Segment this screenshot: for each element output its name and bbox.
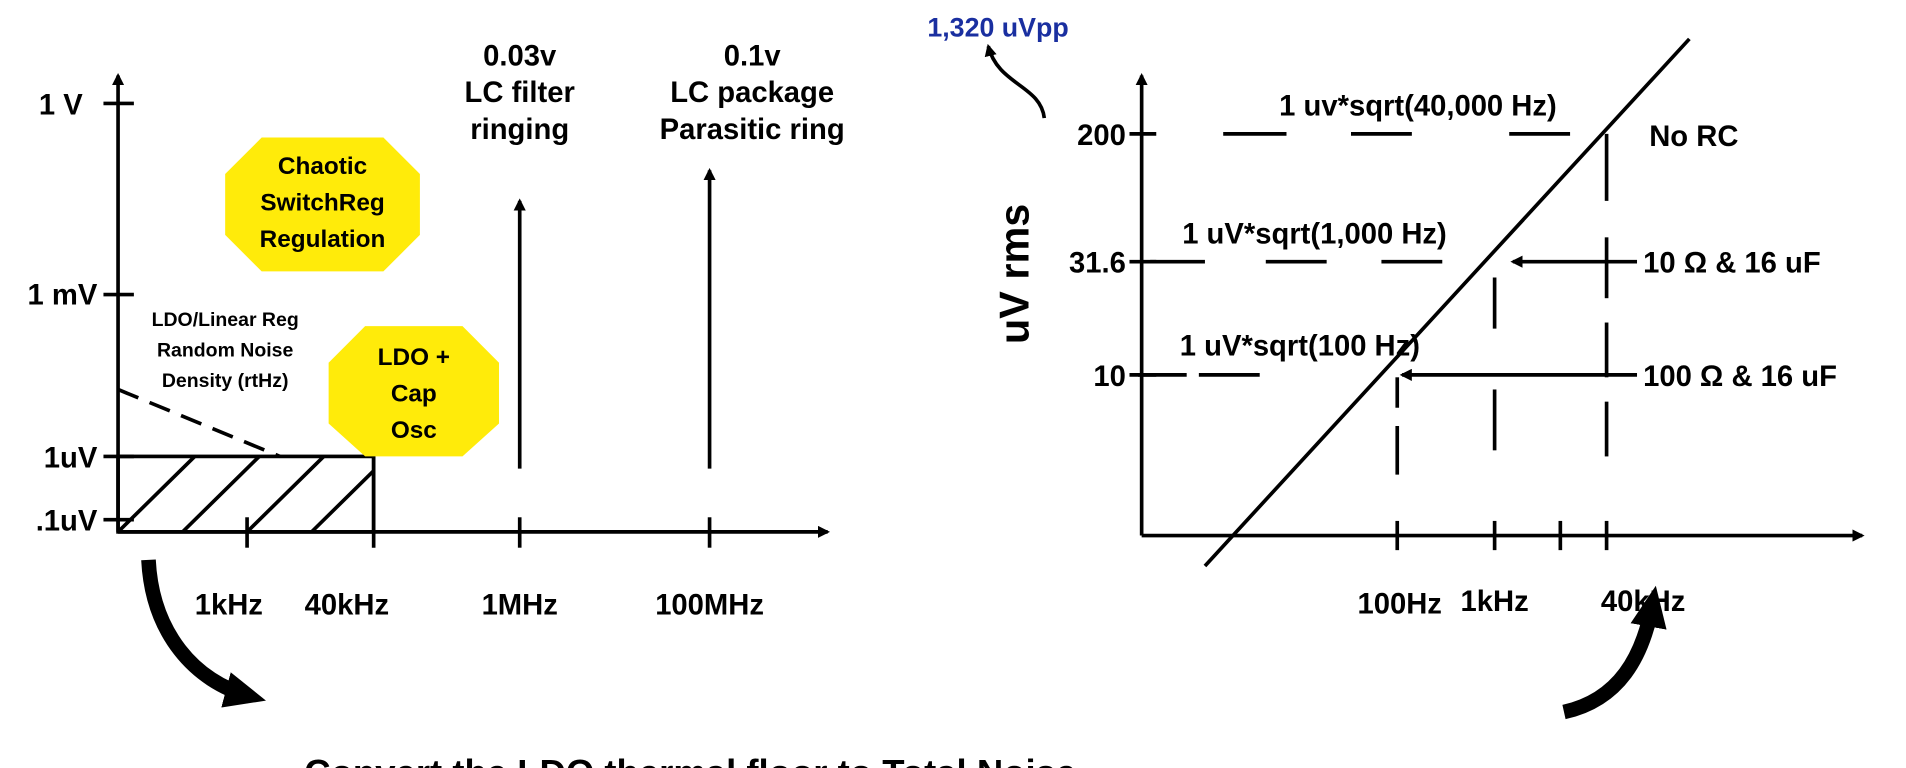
x-label: 1kHz (1461, 586, 1529, 618)
x-label: 1MHz (482, 590, 558, 622)
line-label: 1 uv*sqrt(40,000 Hz) (1279, 91, 1557, 123)
peak-label: 1,320 uVpp (927, 13, 1068, 43)
ldo-badge (328, 326, 500, 457)
x-label: 40kHz (305, 590, 389, 622)
badge-text: Chaotic SwitchReg Regulation (260, 153, 386, 253)
right-chart: 1,320 uVpp uV rms 200 31.6 10 1 uv*sqrt(… (927, 13, 1865, 620)
x-label: 100MHz (655, 590, 764, 622)
y-label: 1uV (44, 442, 98, 474)
noise-line (1203, 37, 1691, 568)
y-label: 1 V (39, 89, 83, 121)
left-chart: 1 V 1 mV 1uV .1uV 1kHz 40kHz 1MHz 100MHz… (28, 41, 845, 622)
line-label: 1 uV*sqrt(100 Hz) (1180, 330, 1420, 362)
ldo-note: LDO/Linear Reg Random Noise Density (rtHz) (152, 309, 299, 392)
chaotic-badge (225, 137, 420, 272)
filter-label: 100 Ω & 16 uF (1643, 361, 1837, 393)
x-label: 40kHz (1601, 586, 1685, 618)
line-label: 1 uV*sqrt(1,000 Hz) (1182, 218, 1447, 250)
filter-label: 10 Ω & 16 uF (1643, 248, 1821, 280)
y-label: 200 (1077, 120, 1126, 152)
caption: Convert the LDO thermal floor to Total N… (304, 752, 1076, 768)
badge-text: LDO + Cap Osc (378, 344, 450, 444)
flow-arrow (141, 559, 266, 708)
density-slope (117, 387, 281, 459)
y-label: 10 (1093, 361, 1125, 393)
x-label: 100Hz (1357, 588, 1441, 620)
dashes (1138, 132, 1609, 475)
hatch (118, 456, 374, 532)
y-label: .1uV (36, 506, 98, 538)
filter-label: No RC (1649, 121, 1738, 153)
y-label: 31.6 (1069, 248, 1126, 280)
y-title: uV rms (991, 204, 1037, 344)
flow-arrow (1562, 585, 1667, 720)
peak-pointer (984, 43, 1047, 119)
x-label: 1kHz (195, 590, 263, 622)
spike-label: 0.03v LC filter ringing (465, 41, 575, 146)
y-label: 1 mV (28, 279, 98, 311)
spike-label: 0.1v LC package Parasitic ring (660, 41, 845, 146)
noise-floor (116, 454, 376, 534)
